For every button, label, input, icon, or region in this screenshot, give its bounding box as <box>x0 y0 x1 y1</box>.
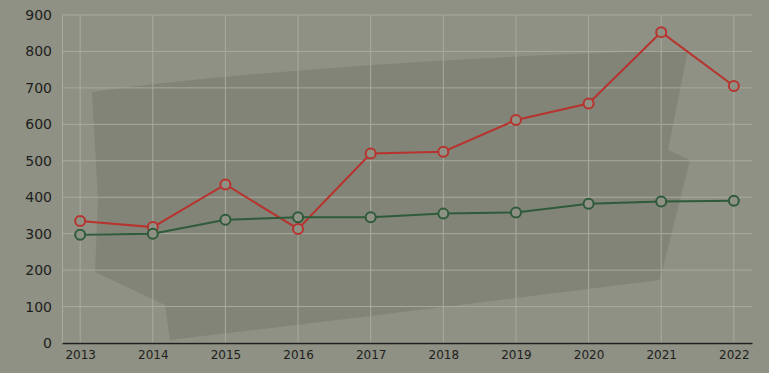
x-tick: 2015 <box>211 343 242 362</box>
background <box>0 0 769 373</box>
grid-line <box>62 197 752 198</box>
x-tick-label: 2016 <box>283 348 314 362</box>
y-tick: 400 <box>25 189 62 205</box>
x-tick-label: 2014 <box>138 348 169 362</box>
series-point <box>511 208 521 218</box>
x-tick-label: 2017 <box>356 348 387 362</box>
y-tick-label: 600 <box>25 116 52 132</box>
x-tick-label: 2022 <box>719 348 750 362</box>
grid-line <box>62 15 752 16</box>
grid-line <box>62 87 752 88</box>
grid-line <box>298 15 299 343</box>
series-point <box>584 99 594 109</box>
x-tick: 2017 <box>356 343 387 362</box>
x-tick-label: 2019 <box>501 348 532 362</box>
y-tick-label: 100 <box>25 299 52 315</box>
x-tick-label: 2013 <box>65 348 96 362</box>
y-tick: 700 <box>25 80 62 96</box>
series-point <box>729 81 739 91</box>
series-point <box>75 230 85 240</box>
y-tick-label: 0 <box>43 335 52 351</box>
grid-line <box>588 15 589 343</box>
x-tick: 2013 <box>65 343 96 362</box>
x-tick: 2016 <box>283 343 314 362</box>
series-point <box>438 209 448 219</box>
series-line <box>80 201 734 235</box>
x-tick-label: 2015 <box>211 348 242 362</box>
x-tick: 2020 <box>574 343 605 362</box>
series-point <box>438 147 448 157</box>
grid <box>62 15 752 343</box>
grid-line <box>62 343 752 344</box>
series-point <box>366 212 376 222</box>
grid-line <box>62 160 752 161</box>
series-line <box>80 32 734 229</box>
y-tick-label: 800 <box>25 43 52 59</box>
y-tick: 300 <box>25 226 62 242</box>
series-point <box>729 196 739 206</box>
series-point <box>366 148 376 158</box>
grid-line <box>733 15 734 343</box>
x-tick: 2021 <box>646 343 677 362</box>
series-point <box>656 27 666 37</box>
series-point <box>75 216 85 226</box>
series-point <box>293 212 303 222</box>
x-axis-line <box>63 343 753 345</box>
y-tick-label: 700 <box>25 80 52 96</box>
x-tick-label: 2018 <box>429 348 460 362</box>
series-point <box>220 179 230 189</box>
grid-line <box>443 15 444 343</box>
y-tick-label: 200 <box>25 262 52 278</box>
chart: 0 100 200 300 400 500 600 700 800 900 2013 2014 2015… <box>0 0 769 373</box>
plot-area <box>75 27 739 240</box>
grid-line <box>62 124 752 125</box>
y-tick-label: 500 <box>25 153 52 169</box>
series-point <box>656 197 666 207</box>
grid-line <box>152 15 153 343</box>
grid-line <box>80 15 81 343</box>
series-point <box>293 224 303 234</box>
brush-decoration <box>92 50 690 340</box>
x-tick: 2014 <box>138 343 169 362</box>
y-tick: 800 <box>25 43 62 59</box>
x-tick: 2022 <box>719 343 750 362</box>
grid-line <box>370 15 371 343</box>
x-tick-label: 2021 <box>646 348 677 362</box>
y-tick: 0 <box>43 335 62 351</box>
grid-line <box>62 51 752 52</box>
y-tick: 600 <box>25 116 62 132</box>
series-point <box>220 215 230 225</box>
x-tick-label: 2020 <box>574 348 605 362</box>
grid-line <box>62 233 752 234</box>
y-tick-label: 400 <box>25 189 52 205</box>
y-tick: 100 <box>25 299 62 315</box>
y-tick: 500 <box>25 153 62 169</box>
grid-line <box>62 270 752 271</box>
x-tick: 2019 <box>501 343 532 362</box>
series-point <box>511 115 521 125</box>
series-point <box>148 229 158 239</box>
y-tick-label: 300 <box>25 226 52 242</box>
y-tick: 900 <box>25 7 62 23</box>
grid-line <box>661 15 662 343</box>
y-axis-line <box>62 16 63 344</box>
grid-line <box>515 15 516 343</box>
y-tick: 200 <box>25 262 62 278</box>
y-tick-label: 900 <box>25 7 52 23</box>
series-point <box>584 199 594 209</box>
x-axis: 2013 2014 2015 2016 2017 2018 2019 2020 2021 2022 <box>63 343 753 362</box>
grid-line <box>62 306 752 307</box>
x-tick: 2018 <box>429 343 460 362</box>
y-axis: 0 100 200 300 400 500 600 700 800 900 <box>25 7 62 351</box>
